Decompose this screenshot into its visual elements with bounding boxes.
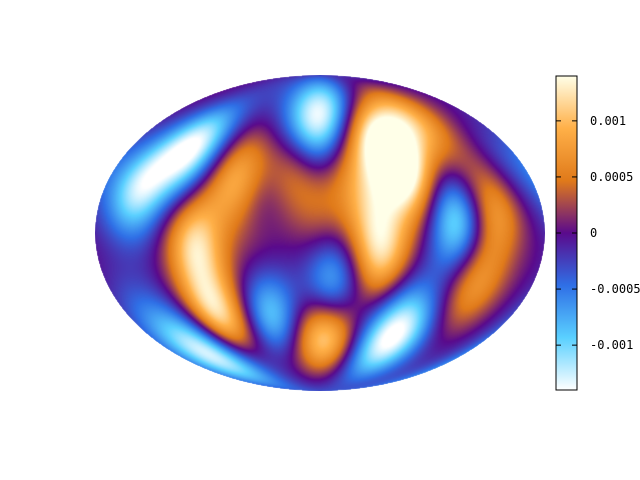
colorbar-tick-label: 0 [590,226,597,240]
colorbar-tick-label: -0.0005 [590,282,640,296]
colorbar-tick-label: -0.001 [590,338,633,352]
map-pixels [95,75,545,391]
colorbar: 0.001 0.0005 0 -0.0005 -0.001 [555,75,640,391]
colorbar-tick-label: 0.001 [590,114,626,128]
colorbar-tick-label: 0.0005 [590,170,633,184]
mollweide-map [95,75,545,391]
